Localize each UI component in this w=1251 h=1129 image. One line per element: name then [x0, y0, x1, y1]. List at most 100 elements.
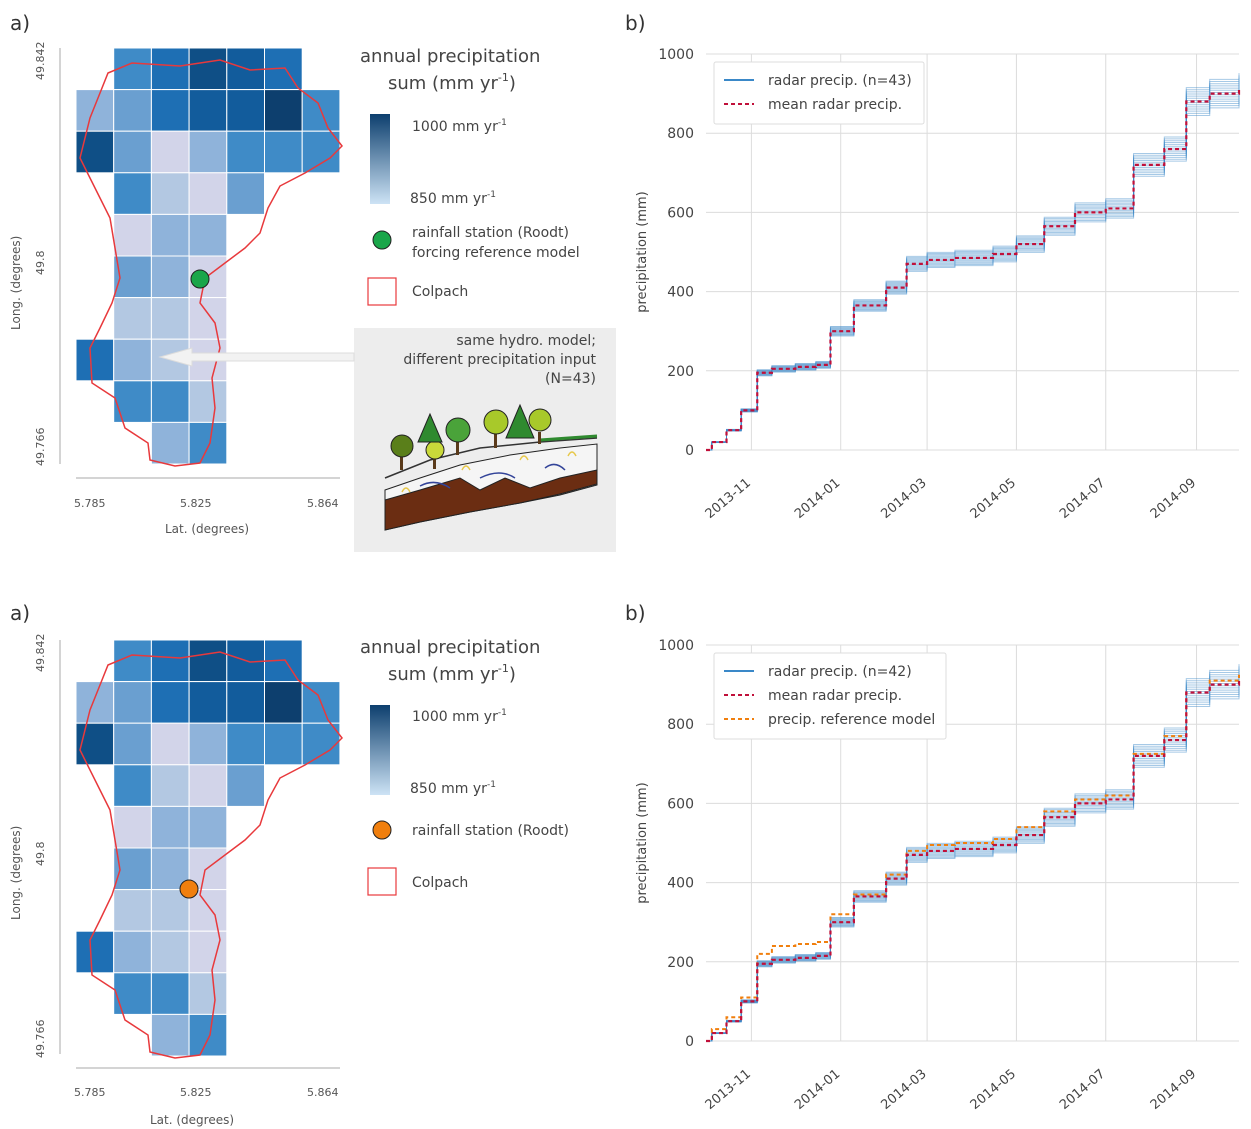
legend-box	[713, 61, 925, 125]
outline-legend-swatch-bottom	[367, 867, 397, 896]
map-cell	[264, 130, 303, 174]
map-cell	[264, 722, 303, 766]
legend-label: precip. reference model	[768, 712, 935, 728]
annotation-line2: different precipitation input	[403, 352, 596, 368]
map-xtick-1-bottom: 5.785	[74, 1086, 106, 1099]
legend-label: radar precip. (n=42)	[768, 664, 912, 680]
map-cell	[113, 172, 152, 215]
map-cell	[188, 639, 228, 683]
map-cell	[150, 930, 190, 974]
series-radar-member	[706, 93, 1240, 451]
y-axis-label: precipitation (mm)	[635, 191, 650, 313]
map-top	[75, 47, 343, 467]
annotation-line1: same hydro. model;	[456, 333, 596, 349]
station-label-line1: rainfall station (Roodt)	[412, 225, 569, 241]
map-xlabel-bottom: Lat. (degrees)	[150, 1113, 234, 1127]
map-cell	[150, 972, 190, 1015]
map-cell	[113, 338, 152, 382]
panel-label-b-bottom: b)	[625, 601, 646, 625]
x-tick-label: 2014-03	[878, 1067, 929, 1113]
y-tick-label: 1000	[658, 47, 694, 63]
map-cell	[113, 297, 152, 340]
outline-legend-label-top: Colpach	[412, 284, 468, 300]
map-cell	[188, 172, 228, 215]
x-tick-label: 2014-03	[878, 476, 929, 522]
x-tick-label: 2014-07	[1057, 476, 1108, 522]
map-cell	[226, 172, 266, 215]
series-radar-member	[706, 84, 1240, 451]
map-cell	[264, 89, 303, 132]
map-cell	[150, 421, 190, 465]
series-radar-member	[706, 82, 1240, 451]
y-tick-label: 800	[667, 717, 694, 733]
series-radar-member	[706, 688, 1240, 1042]
map-cell	[150, 172, 190, 215]
map-xtick-3: 5.864	[307, 497, 339, 510]
map-cell	[113, 681, 152, 724]
colorbar-max-label-bottom: 1000 mm yr-1	[412, 708, 507, 725]
map-cell	[113, 130, 152, 174]
map-cell	[188, 930, 228, 974]
map-cell	[301, 130, 341, 174]
map-ytick-2: 49.8	[34, 251, 47, 276]
map-cell	[264, 681, 303, 724]
station-marker-legend-bottom	[372, 820, 392, 840]
map-cell	[150, 89, 190, 132]
map-cell	[113, 889, 152, 932]
x-tick-label: 2013-11	[703, 1067, 754, 1113]
x-tick-label: 2014-05	[968, 1067, 1019, 1113]
map-cell	[188, 681, 228, 724]
map-cell	[150, 47, 190, 91]
map-cell	[226, 722, 266, 766]
colorbar-top	[370, 114, 390, 204]
series-mean	[706, 678, 1241, 1043]
panel-label-a-top: a)	[10, 11, 30, 35]
map-cell	[188, 297, 228, 340]
map-cell	[113, 930, 152, 974]
y-tick-label: 600	[667, 796, 694, 812]
map-cell	[150, 213, 190, 257]
colorbar-min-label-bottom: 850 mm yr-1	[410, 780, 496, 797]
series-radar-member	[706, 88, 1240, 451]
map-xtick-2-bottom: 5.825	[180, 1086, 212, 1099]
station-label-bottom: rainfall station (Roodt)	[412, 823, 569, 839]
map-xtick-2: 5.825	[180, 497, 212, 510]
map-cell	[75, 130, 115, 174]
map-xtick-1: 5.785	[74, 497, 106, 510]
map-cell	[113, 722, 152, 766]
map-axes-bottom: 5.785 5.825 5.864 Lat. (degrees) 49.842 …	[9, 634, 340, 1127]
series-radar-member	[706, 79, 1240, 451]
outline-legend-label-bottom: Colpach	[412, 875, 468, 891]
map-cell	[150, 297, 190, 340]
x-tick-label: 2014-09	[1148, 1067, 1199, 1113]
map-cell	[150, 380, 190, 423]
x-tick-label: 2014-05	[968, 476, 1019, 522]
y-tick-label: 600	[667, 205, 694, 221]
map-cell	[188, 47, 228, 91]
colorbar-bottom	[370, 705, 390, 795]
series-radar-member	[706, 75, 1240, 451]
series-radar-member	[706, 86, 1240, 451]
map-cell	[75, 89, 115, 132]
series-radar-member	[706, 91, 1240, 451]
x-tick-label: 2014-07	[1057, 1067, 1108, 1113]
chart-bottom: 0 200 400 600 800 1000 2013-11 2014-01 2014-03 20…	[635, 638, 1241, 1113]
map-legend-top: annual precipitation sum (mm yr-1) 1000 …	[360, 46, 580, 306]
map-cell	[113, 255, 152, 299]
top-row: a) 5.785 5.825 5.864 Lat. (degrees) 49.8…	[9, 11, 1241, 552]
station-marker-legend-top	[372, 230, 392, 250]
legend-title-line2: sum (mm yr-1)	[388, 71, 516, 94]
y-tick-label: 1000	[658, 638, 694, 654]
map-cell	[150, 805, 190, 849]
map-cell	[113, 89, 152, 132]
y-axis-label: precipitation (mm)	[635, 782, 650, 904]
map-ytick-3-bottom: 49.766	[34, 1020, 47, 1059]
series-radar-member	[706, 73, 1240, 451]
map-cell	[226, 681, 266, 724]
map-cell	[113, 380, 152, 423]
map-cell	[75, 722, 115, 766]
map-cell	[188, 764, 228, 807]
map-cell	[188, 380, 228, 423]
y-tick-label: 0	[685, 1034, 694, 1050]
